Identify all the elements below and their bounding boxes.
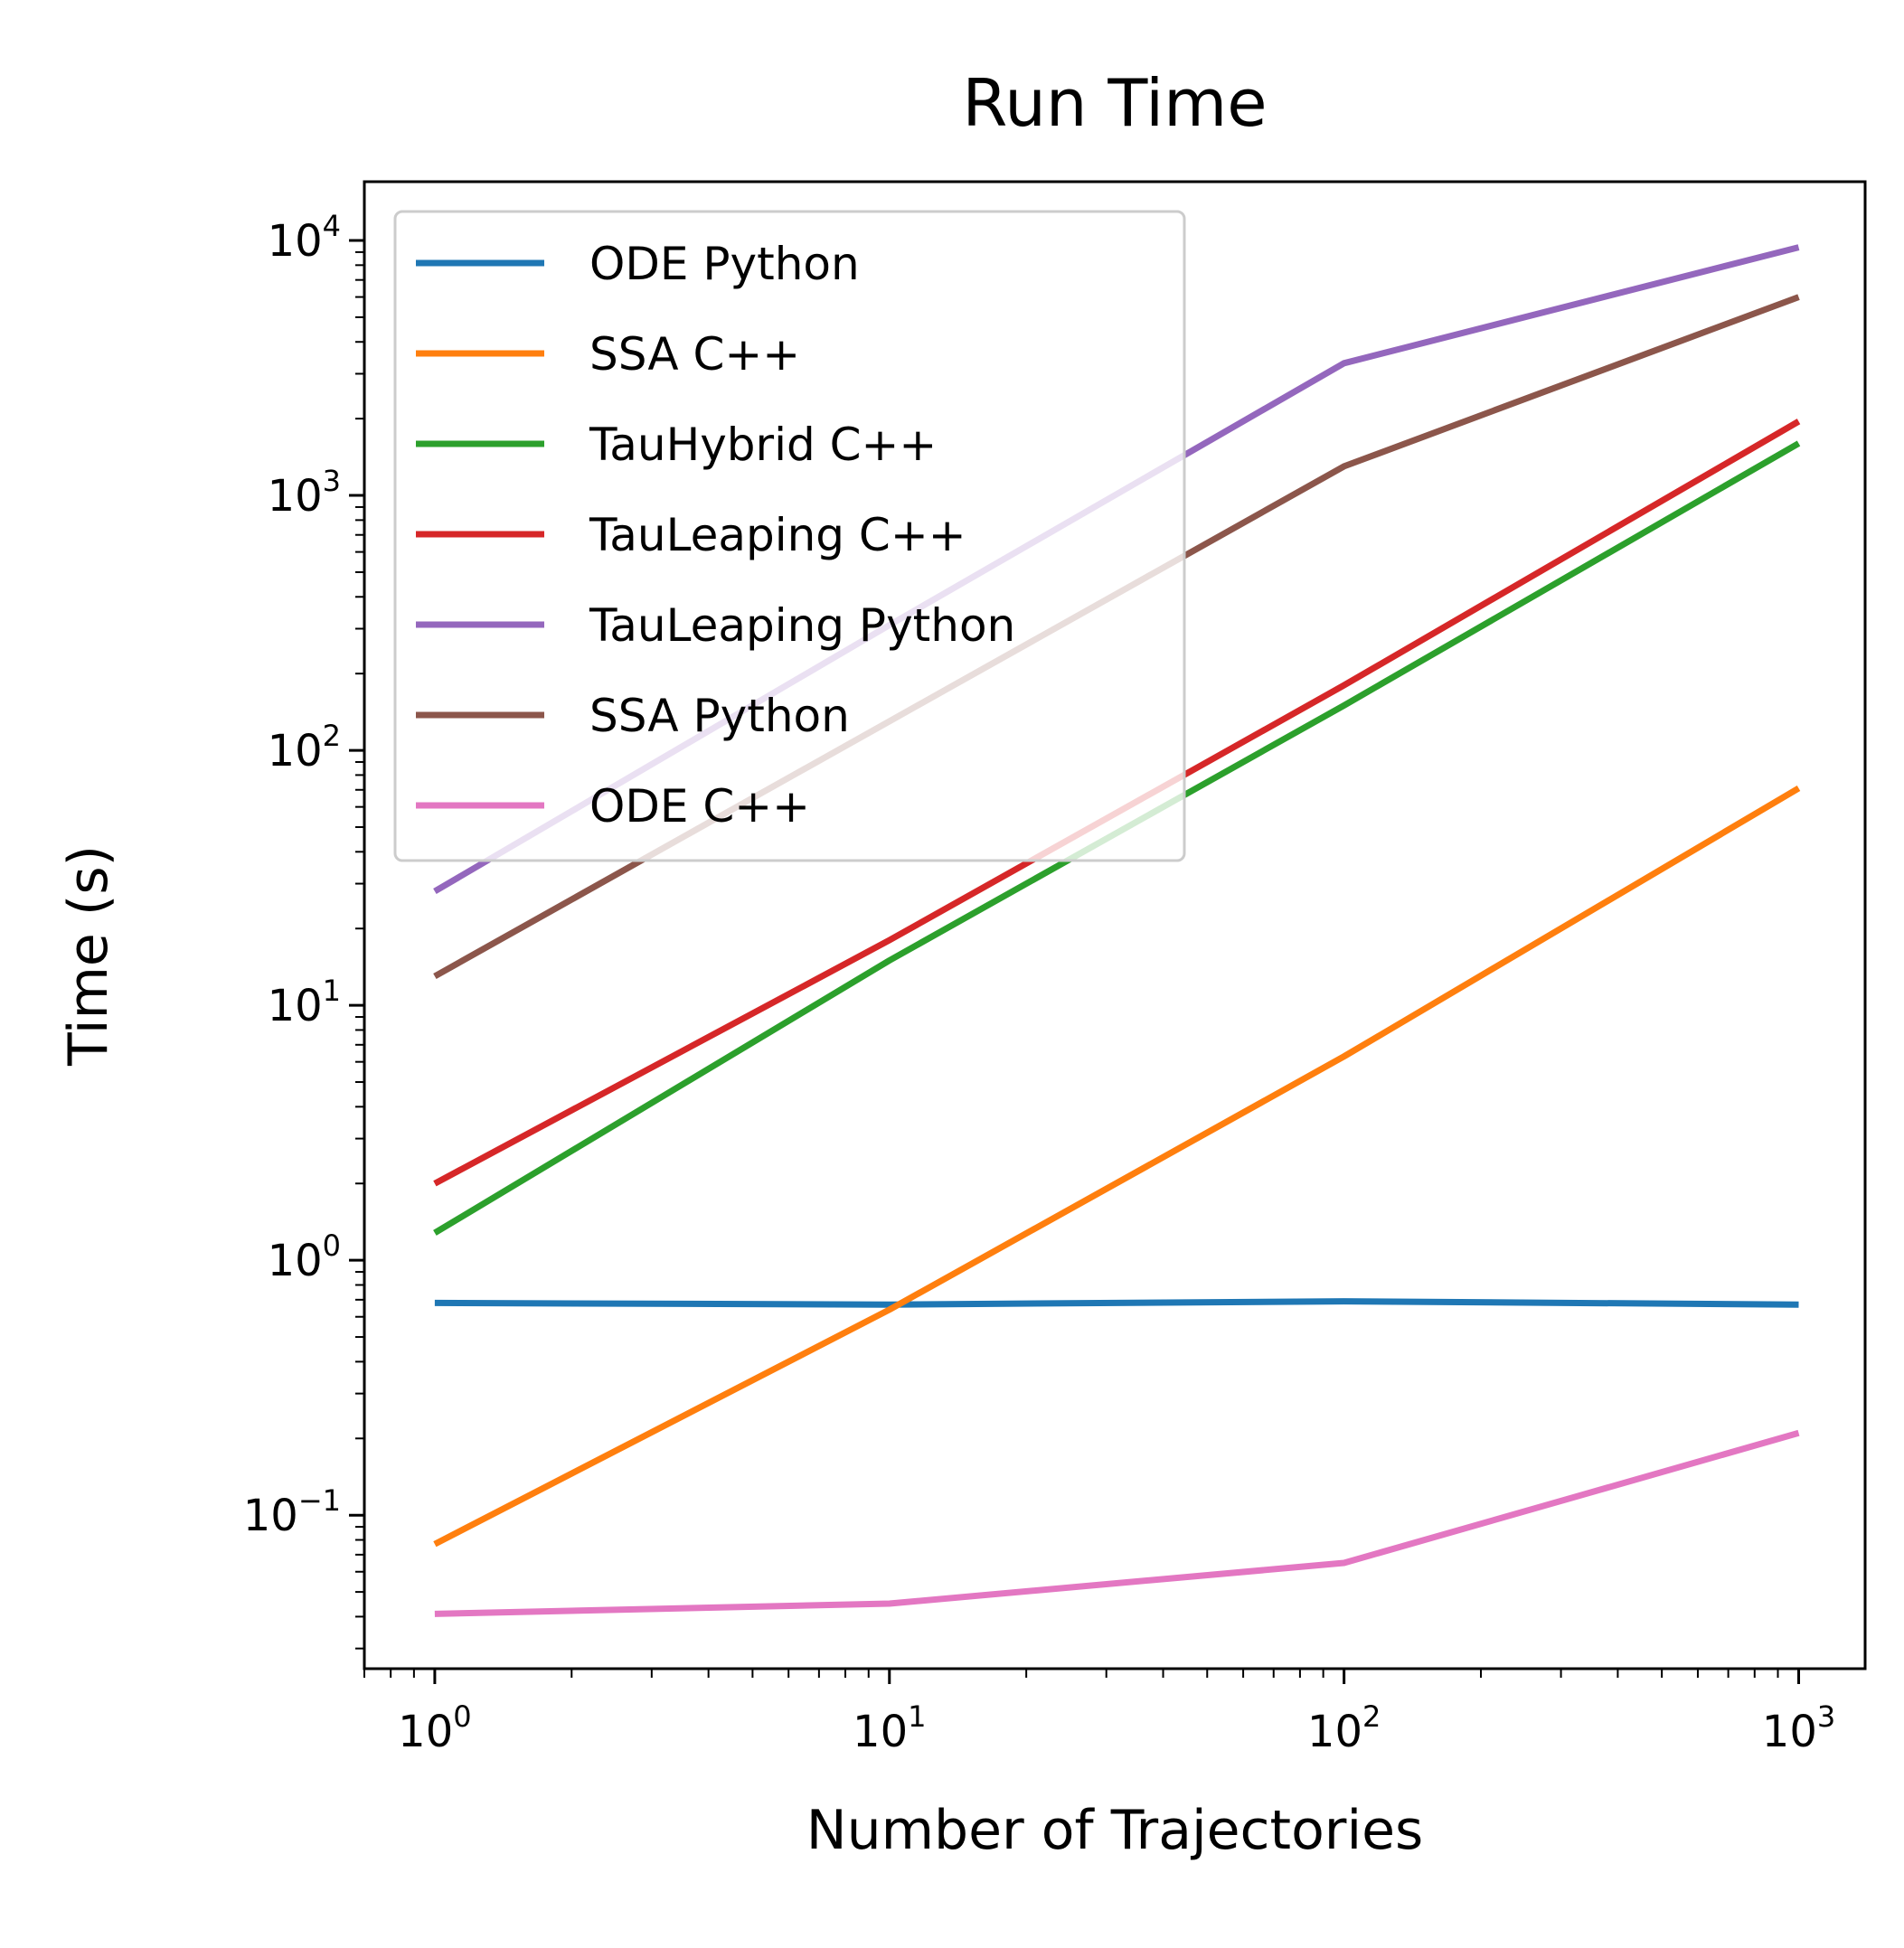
x-tick-label: 102 (1307, 1699, 1381, 1757)
x-tick-label: 101 (853, 1699, 926, 1757)
legend-label: TauLeaping Python (589, 599, 1015, 652)
y-tick-label: 101 (268, 974, 341, 1031)
legend-label: ODE C++ (589, 780, 810, 833)
y-tick-label: 103 (268, 464, 341, 522)
y-axis-label: Time (s) (57, 845, 120, 1067)
legend: ODE Python SSA C++ TauHybrid C++ TauLeaping… (393, 210, 1186, 862)
x-tick-label: 100 (398, 1699, 471, 1757)
legend-label: TauLeaping C++ (589, 509, 966, 561)
legend-label: SSA Python (589, 690, 850, 742)
y-tick-label: 102 (268, 719, 341, 776)
y-tick-label: 100 (268, 1228, 341, 1286)
legend-label: SSA C++ (589, 328, 800, 381)
axis-ticks: 100 101 102 103 10−1 100 101 102 103 104 (243, 209, 1835, 1757)
legend-label: TauHybrid C++ (589, 419, 937, 471)
series-line-ode-python (434, 1298, 1799, 1308)
x-tick-label: 103 (1762, 1699, 1835, 1757)
series-line-ssa-cpp (433, 785, 1801, 1548)
series-line-ode-cpp (434, 1429, 1800, 1617)
legend-box (393, 210, 1186, 862)
legend-label: ODE Python (589, 238, 860, 290)
y-tick-label: 10−1 (243, 1483, 341, 1541)
plot-frame (363, 180, 1867, 1670)
x-axis-label: Number of Trajectories (806, 1799, 1424, 1862)
chart-title: Run Time (962, 65, 1267, 141)
y-tick-label: 104 (268, 209, 341, 267)
